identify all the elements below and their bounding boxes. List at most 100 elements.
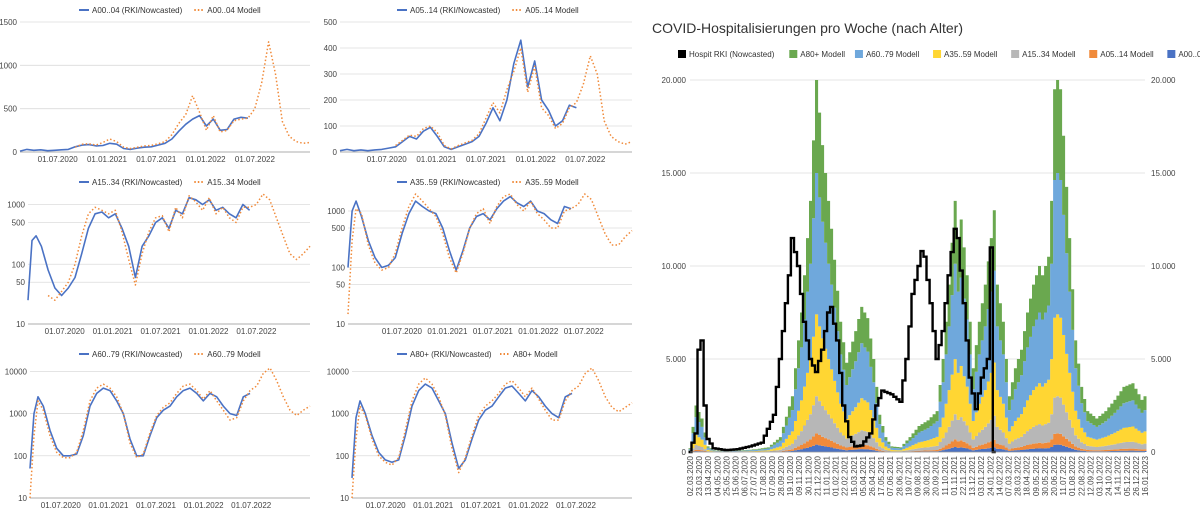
y-tick-label: 100 [332, 264, 346, 273]
x-tick-label: 09.08.2021 [914, 455, 923, 496]
legend-label-model: A35..59 Modell [525, 178, 579, 187]
x-tick-label: 20.06.2022 [1050, 455, 1059, 496]
x-tick-label: 01.07.2020 [367, 155, 408, 164]
series-line-modell [395, 47, 633, 150]
legend-label: A15..34 Modell [1022, 50, 1076, 59]
chart-a35-59: A35..59 (RKI/Nowcasted) A35..59 Modell 10 5… [327, 178, 633, 336]
y-tick-label: 300 [324, 70, 338, 79]
stacked-area-a60-79 [688, 173, 1147, 452]
x-tick-label: 01.01.2021 [427, 327, 468, 336]
legend-label-model: A15..34 Modell [207, 178, 261, 187]
x-tick-label: 01.07.2020 [45, 327, 86, 336]
y-tick-label: 500 [4, 105, 18, 114]
y-tick-label: 200 [324, 96, 338, 105]
x-tick-label: 03.01.2022 [977, 455, 986, 496]
x-tick-label: 22.11.2021 [959, 455, 968, 495]
y-tick-label: 100 [12, 260, 26, 269]
x-tick-label: 17.05.2021 [877, 455, 886, 496]
y-tick-label-right: 20.000 [1151, 76, 1176, 85]
series-hospit-rki [688, 227, 996, 454]
x-tick-label: 01.01.2021 [416, 155, 457, 164]
y-tick-label-right: 5.000 [1151, 355, 1172, 364]
y-tick-label-left: 5.000 [666, 355, 687, 364]
x-tick-label: 26.04.2021 [868, 455, 877, 496]
stacked-area-a00-04 [688, 444, 1147, 452]
x-tick-label: 01.07.2021 [473, 327, 514, 336]
x-tick-label: 01.01.2022 [518, 327, 559, 336]
x-tick-label: 30.08.2021 [923, 455, 932, 496]
chart-a00-04: A00..04 (RKI/Nowcasted) A00..04 Modell 0 50… [0, 6, 311, 164]
y-tick-label-right: 0 [1151, 448, 1156, 457]
legend-label-model: A60..79 Modell [207, 350, 261, 359]
legend-swatch [854, 50, 863, 58]
x-tick-label: 01.07.2022 [556, 501, 597, 510]
series-line-rki [339, 39, 577, 152]
x-tick-label: 09.05.2022 [1032, 455, 1041, 496]
x-tick-label: 14.02.2022 [995, 455, 1004, 496]
x-tick-label: 11.07.2022 [1059, 455, 1068, 495]
x-tick-label: 20.09.2021 [932, 455, 941, 496]
legend-label: A05..14 Modell [1100, 50, 1154, 59]
x-tick-label: 18.04.2022 [1023, 455, 1032, 496]
x-tick-label: 06.07.2020 [741, 455, 750, 496]
y-tick-label: 10000 [327, 367, 350, 376]
y-tick-label: 1000 [327, 207, 345, 216]
series-line-modell [347, 193, 633, 315]
y-tick-label: 10000 [5, 367, 28, 376]
x-tick-label: 01.01.2022 [516, 155, 557, 164]
x-tick-label: 22.02.2021 [841, 455, 850, 496]
x-tick-label: 01.01.2021 [413, 501, 454, 510]
legend-label-rki: A35..59 (RKI/Nowcasted) [410, 178, 501, 187]
x-tick-label: 01.01.2021 [87, 155, 128, 164]
legend-label-rki: A05..14 (RKI/Nowcasted) [410, 6, 501, 15]
x-tick-label: 19.10.2020 [786, 455, 795, 496]
x-tick-label: 01.01.2022 [508, 501, 549, 510]
y-tick-label: 100 [336, 452, 350, 461]
x-tick-label: 01.01.2021 [93, 327, 134, 336]
x-tick-label: 25.05.2020 [722, 455, 731, 496]
x-tick-label: 01.07.2021 [141, 327, 182, 336]
x-tick-label: 01.07.2021 [466, 155, 507, 164]
x-tick-label: 05.04.2021 [859, 455, 868, 496]
x-tick-label: 07.06.2021 [886, 455, 895, 496]
legend-label-rki: A00..04 (RKI/Nowcasted) [92, 6, 183, 15]
legend-label-rki: A60..79 (RKI/Nowcasted) [92, 350, 183, 359]
legend-label-rki: A80+ (RKI/Nowcasted) [410, 350, 492, 359]
x-tick-label: 15.03.2021 [850, 455, 859, 496]
x-tick-label: 01.07.2021 [136, 501, 177, 510]
stacked-area-a35-59 [688, 314, 1147, 452]
y-tick-label: 400 [324, 44, 338, 53]
x-tick-label: 16.01.2023 [1141, 455, 1150, 496]
y-tick-label-left: 10.000 [662, 262, 687, 271]
legend-label-model: A00..04 Modell [207, 6, 261, 15]
x-tick-label: 09.11.2020 [795, 455, 804, 495]
y-tick-label: 0 [333, 148, 338, 157]
x-tick-label: 01.07.2022 [236, 327, 277, 336]
x-tick-label: 17.08.2020 [759, 455, 768, 496]
legend-label: Hospit RKI (Nowcasted) [689, 50, 775, 59]
y-tick-label: 10 [340, 494, 349, 503]
y-tick-label: 500 [12, 219, 26, 228]
chart-a60-79: A60..79 (RKI/Nowcasted) A60..79 Modell 10 1… [5, 350, 311, 510]
legend-label: A80+ Modell [800, 50, 845, 59]
x-tick-label: 04.05.2020 [713, 455, 722, 496]
x-tick-label: 19.07.2021 [904, 455, 913, 496]
x-tick-label: 01.07.2022 [231, 501, 272, 510]
y-tick-label: 10 [336, 320, 345, 329]
y-tick-label: 1000 [7, 201, 25, 210]
x-tick-label: 01.07.2022 [565, 155, 606, 164]
x-tick-label: 01.01.2022 [188, 327, 229, 336]
x-tick-label: 11.01.2021 [823, 455, 832, 495]
legend-label: A60..79 Modell [866, 50, 920, 59]
chart-a05-14: A05..14 (RKI/Nowcasted) A05..14 Modell 0 10… [324, 6, 633, 164]
x-tick-label: 24.01.2022 [986, 455, 995, 496]
series-line-modell [351, 367, 633, 499]
x-tick-label: 01.08.2022 [1068, 455, 1077, 496]
x-tick-label: 02.03.2020 [686, 455, 695, 496]
x-tick-label: 01.07.2020 [41, 501, 82, 510]
x-tick-label: 21.12.2020 [813, 455, 822, 496]
y-tick-label: 50 [336, 281, 345, 290]
series-line-rki [351, 383, 573, 478]
x-tick-label: 30.05.2022 [1041, 455, 1050, 496]
x-tick-label: 14.11.2022 [1114, 455, 1123, 495]
